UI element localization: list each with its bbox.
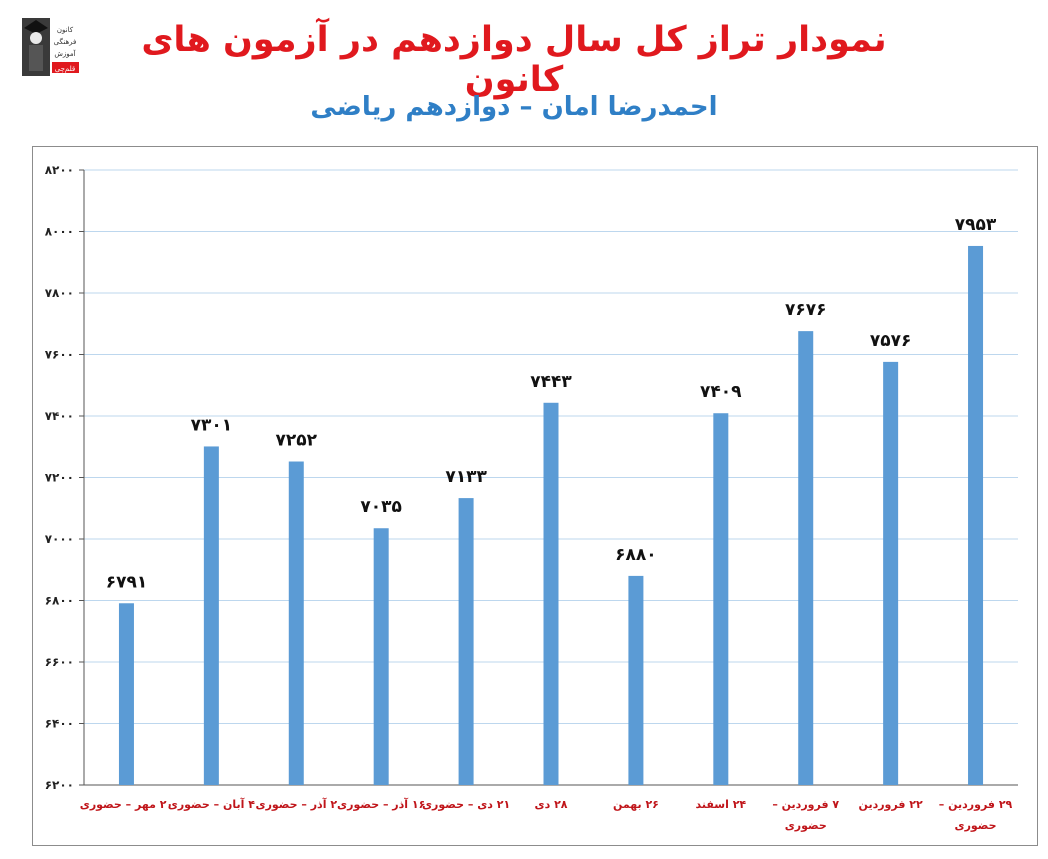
x-tick-label: ۱۶ آذر – حضوری — [337, 797, 425, 811]
data-label: ۷۴۰۹ — [700, 382, 742, 402]
x-tick-label: ۲۲ فروردین — [859, 798, 923, 811]
y-tick-label: ۷۶۰۰ — [45, 348, 74, 362]
logo-line-1: کانون — [57, 26, 74, 34]
x-tick-label: ۲۴ اسفند — [696, 798, 747, 811]
data-label: ۷۰۳۵ — [360, 497, 402, 517]
x-tick-label: ۲۱ دی – حضوری — [422, 798, 510, 811]
bar — [713, 413, 729, 785]
y-tick-label: ۷۰۰۰ — [45, 532, 74, 546]
x-tick-label: ۲۰ مهر – حضوری — [80, 798, 173, 811]
y-tick-label: ۷۴۰۰ — [45, 409, 74, 423]
logo-line-4: قلم‌چی — [55, 65, 75, 73]
y-tick-label: ۷۲۰۰ — [45, 471, 74, 485]
x-tick-label: ۴ آبان – حضوری — [168, 797, 256, 811]
bar — [543, 402, 559, 785]
data-label: ۷۴۴۳ — [530, 372, 572, 392]
bar — [968, 245, 984, 785]
y-tick-label: ۶۲۰۰ — [45, 778, 74, 792]
x-tick-label: ۲۶ بهمن — [613, 798, 659, 811]
chart-subtitle: احمدرضا امان – دوازدهم ریاضی — [310, 92, 718, 122]
data-label: ۷۶۷۶ — [785, 300, 827, 320]
y-tick-label: ۶۴۰۰ — [45, 717, 74, 731]
bar — [118, 603, 134, 785]
y-tick-label: ۶۸۰۰ — [45, 594, 74, 608]
data-label: ۶۷۹۱ — [106, 572, 148, 592]
bar — [798, 331, 814, 785]
y-tick-label: ۶۶۰۰ — [45, 655, 74, 669]
kanoon-logo: کانون فرهنگی آموزش قلم‌چی — [20, 14, 80, 80]
data-label: ۷۹۵۳ — [955, 215, 997, 235]
bar — [288, 461, 304, 785]
bar — [203, 446, 219, 785]
bar — [883, 361, 899, 785]
plot-area — [32, 146, 1038, 846]
y-tick-label: ۸۰۰۰ — [45, 225, 74, 239]
y-tick-label: ۸۲۰۰ — [45, 163, 74, 177]
data-label: ۷۳۰۱ — [191, 415, 233, 435]
bar — [373, 528, 389, 785]
data-label: ۷۲۵۲ — [276, 431, 318, 451]
x-tick-label: ۲۸ دی — [535, 798, 568, 811]
y-tick-label: ۷۸۰۰ — [45, 286, 74, 300]
data-label: ۷۵۷۶ — [870, 331, 912, 351]
bar — [458, 498, 474, 785]
x-tick-label: ۲۹ فروردین – حضوری — [939, 798, 1013, 832]
data-label: ۷۱۳۳ — [445, 467, 487, 487]
logo-line-3: آموزش — [54, 49, 76, 58]
data-label: ۶۸۸۰ — [615, 545, 657, 565]
bar — [628, 575, 644, 785]
logo-line-2: فرهنگی — [54, 37, 77, 46]
chart-title: نمودار تراز کل سال دوازدهم در آزمون های … — [141, 20, 887, 100]
x-tick-label: ۷ فروردین – حضوری — [772, 798, 839, 832]
x-tick-label: ۲ آذر – حضوری — [255, 797, 337, 811]
